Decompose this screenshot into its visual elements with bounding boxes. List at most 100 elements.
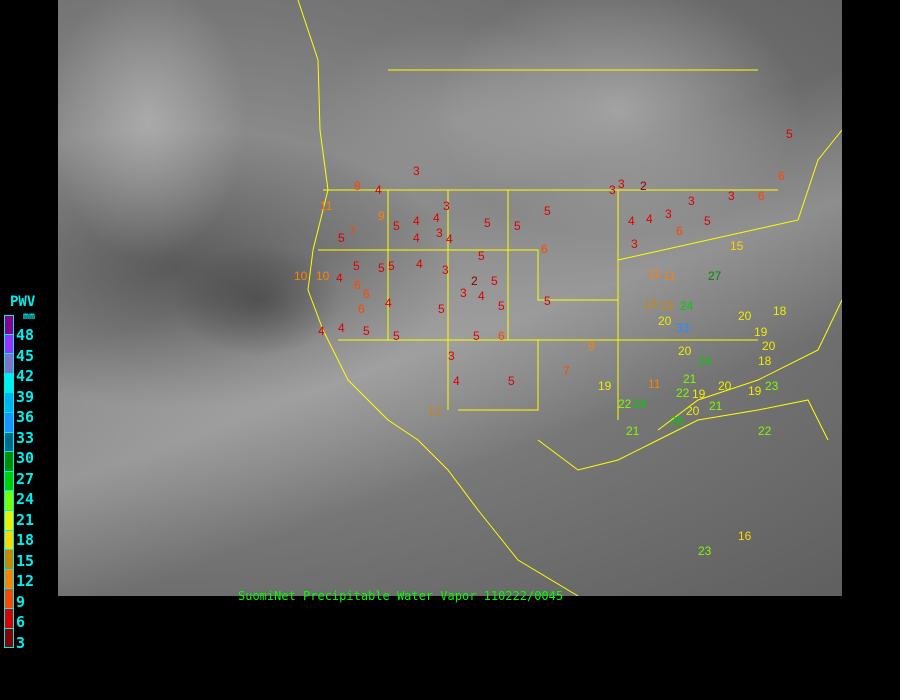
station-pwv-value: 20 (678, 344, 692, 358)
station-pwv-value: 5 (393, 329, 400, 343)
station-pwv-value: 5 (786, 127, 793, 141)
legend-tick-label: 36 (16, 408, 35, 426)
legend-tick-label: 42 (16, 367, 35, 385)
station-pwv-value: 4 (318, 324, 325, 338)
legend-swatch (4, 315, 14, 335)
legend-tick-label: 33 (16, 428, 35, 447)
legend-swatch (4, 452, 14, 472)
station-pwv-value: 4 (453, 374, 460, 388)
station-pwv-value: 8 (354, 179, 361, 193)
station-pwv-value: 4 (413, 214, 420, 228)
station-pwv-value: 5 (438, 302, 445, 316)
station-pwv-value: 5 (704, 214, 711, 228)
legend-swatch (4, 412, 14, 433)
station-pwv-value: 3 (413, 164, 420, 178)
station-pwv-value: 4 (338, 321, 345, 335)
station-pwv-value: 3 (443, 199, 450, 213)
station-pwv-value: 20 (718, 379, 732, 393)
pwv-color-scale (4, 315, 14, 649)
station-pwv-value: 3 (448, 349, 455, 363)
legend-tick-label: 45 (16, 346, 35, 365)
station-pwv-value: 21 (626, 424, 640, 438)
legend-swatch (4, 491, 14, 511)
station-pwv-value: 11 (648, 267, 661, 281)
station-pwv-value: 22 (676, 386, 690, 400)
station-pwv-value: 6 (354, 278, 361, 292)
station-pwv-value: 24 (633, 397, 647, 411)
station-pwv-value: 3 (631, 237, 638, 251)
station-pwv-value: 5 (498, 299, 505, 313)
station-pwv-value: 6 (363, 287, 370, 301)
station-pwv-value: 4 (385, 296, 392, 310)
station-pwv-value: 10 (294, 269, 308, 283)
station-pwv-value: 5 (378, 261, 385, 275)
station-pwv-value: 15 (730, 239, 744, 253)
station-pwv-value: 21 (709, 399, 723, 413)
station-pwv-value: 5 (353, 259, 360, 273)
satellite-map: 3 8 4 4 5 3 4 3 5 5 5 3 2 3 3 3 5 6 6 5 4 4 5 5 6 7 9 11 10 10 4 6 5 4 3 3 5… (58, 0, 842, 596)
station-pwv-value: 4 (446, 232, 453, 246)
legend-unit: mm (23, 311, 36, 322)
legend-tick-label: 27 (16, 469, 35, 488)
station-pwv-value: 20 (762, 339, 776, 353)
station-pwv-value: 2 (471, 274, 478, 288)
station-pwv-value: 19 (754, 325, 768, 339)
station-pwv-value: 6 (358, 302, 365, 316)
station-pwv-value: 5 (388, 259, 395, 273)
station-pwv-value: 4 (628, 214, 635, 228)
legend-tick-label: 12 (16, 572, 35, 590)
station-pwv-value: 33 (676, 321, 690, 335)
state-borders (297, 0, 842, 596)
station-pwv-value: 5 (393, 219, 400, 233)
station-pwv-value: 5 (478, 249, 485, 263)
legend-tick-label: 39 (16, 387, 35, 406)
station-pwv-value: 4 (433, 211, 440, 225)
station-pwv-value: 5 (363, 324, 370, 338)
station-pwv-value: 3 (436, 226, 443, 240)
station-pwv-value: 26 (670, 414, 684, 428)
station-pwv-value: 3 (688, 194, 695, 208)
legend-tick-label: 21 (16, 510, 35, 529)
station-pwv-value: 13 (644, 297, 658, 311)
legend-tick-label: 48 (16, 326, 35, 344)
legend-tick-label: 6 (16, 613, 26, 631)
station-pwv-value: 11 (663, 269, 676, 283)
station-pwv-value: 24 (680, 299, 694, 313)
station-pwv-value: 13 (660, 299, 674, 313)
legend-tick-label: 15 (16, 551, 35, 570)
station-pwv-value: 11 (320, 199, 333, 213)
station-pwv-value: 20 (658, 314, 672, 328)
station-pwv-value: 23 (698, 544, 712, 558)
station-pwv-value: 3 (728, 189, 735, 203)
station-pwv-value: 3 (618, 177, 625, 191)
legend-swatch (4, 471, 14, 492)
station-pwv-value: 16 (738, 529, 752, 543)
station-pwv-value: 4 (646, 212, 653, 226)
station-pwv-value: 18 (758, 354, 772, 368)
station-pwv-value: 5 (544, 294, 551, 308)
legend-tick-label: 24 (16, 490, 35, 508)
station-pwv-value: 4 (478, 289, 485, 303)
station-pwv-value: 7 (349, 224, 356, 238)
legend-tick-label: 3 (16, 633, 26, 652)
legend-swatch (4, 373, 14, 394)
legend-swatch (4, 510, 14, 531)
station-pwv-value: 6 (676, 224, 683, 238)
station-pwv-value: 19 (748, 384, 762, 398)
station-pwv-value: 24 (698, 354, 712, 368)
legend-swatch (4, 628, 14, 649)
station-pwv-value: 4 (375, 183, 382, 197)
station-pwv-value: 6 (758, 189, 765, 203)
station-pwv-value: 3 (665, 207, 672, 221)
legend-title: PWV (10, 294, 36, 310)
legend-swatch (4, 608, 14, 629)
station-pwv-value: 23 (765, 379, 779, 393)
station-pwv-value: 5 (508, 374, 515, 388)
station-pwv-value: 5 (544, 204, 551, 218)
station-pwv-value: 9 (588, 339, 595, 353)
station-pwv-value: 5 (514, 219, 521, 233)
station-pwv-value: 6 (541, 242, 548, 256)
station-pwv-value: 20 (686, 404, 700, 418)
station-pwv-value: 6 (778, 169, 785, 183)
legend-tick-label: 18 (16, 531, 35, 549)
